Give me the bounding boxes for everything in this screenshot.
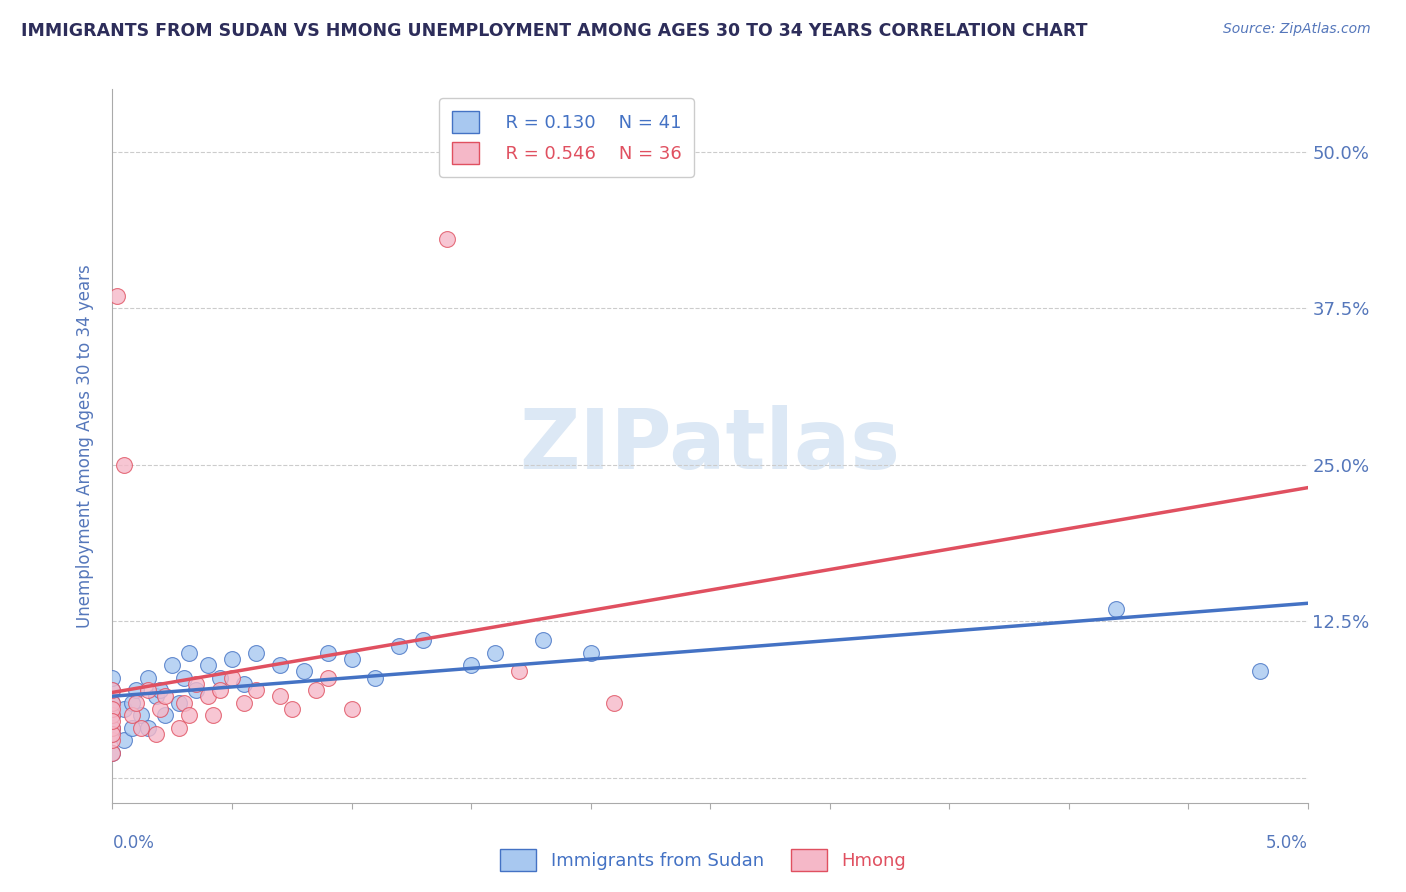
Point: [484, 646, 506, 660]
Point: [101, 727, 124, 741]
Point: [412, 633, 434, 648]
Point: [340, 652, 363, 666]
Point: [173, 696, 195, 710]
Point: [221, 671, 243, 685]
Point: [101, 683, 124, 698]
Point: [153, 708, 176, 723]
Point: [436, 232, 458, 246]
Point: [169, 696, 191, 710]
Point: [101, 746, 124, 760]
Text: ZIPatlas: ZIPatlas: [520, 406, 900, 486]
Point: [149, 702, 172, 716]
Point: [145, 690, 167, 704]
Point: [173, 671, 195, 685]
Point: [129, 708, 152, 723]
Point: [233, 696, 256, 710]
Point: [101, 733, 124, 747]
Point: [388, 640, 411, 654]
Point: [101, 727, 124, 741]
Point: [233, 677, 256, 691]
Point: [101, 708, 124, 723]
Point: [186, 677, 208, 691]
Point: [101, 721, 124, 735]
Point: [316, 671, 339, 685]
Point: [114, 458, 135, 472]
Point: [201, 708, 224, 723]
Point: [460, 658, 482, 673]
Point: [177, 708, 200, 723]
Point: [114, 733, 135, 747]
Point: [1105, 601, 1128, 615]
Point: [292, 665, 315, 679]
Point: [186, 683, 208, 698]
Point: [153, 690, 176, 704]
Legend: Immigrants from Sudan, Hmong: Immigrants from Sudan, Hmong: [492, 842, 914, 879]
Point: [209, 671, 232, 685]
Point: [269, 690, 291, 704]
Point: [221, 652, 243, 666]
Point: [508, 665, 530, 679]
Point: [305, 683, 328, 698]
Point: [531, 633, 554, 648]
Point: [162, 658, 183, 673]
Point: [101, 746, 124, 760]
Point: [114, 702, 135, 716]
Point: [138, 721, 160, 735]
Point: [316, 646, 339, 660]
Point: [101, 721, 124, 735]
Point: [138, 683, 160, 698]
Text: IMMIGRANTS FROM SUDAN VS HMONG UNEMPLOYMENT AMONG AGES 30 TO 34 YEARS CORRELATIO: IMMIGRANTS FROM SUDAN VS HMONG UNEMPLOYM…: [21, 22, 1088, 40]
Point: [209, 683, 232, 698]
Point: [121, 721, 143, 735]
Point: [101, 696, 124, 710]
Point: [101, 683, 124, 698]
Point: [177, 646, 200, 660]
Point: [269, 658, 291, 673]
Point: [149, 683, 172, 698]
Point: [579, 646, 602, 660]
Point: [197, 658, 219, 673]
Point: [138, 671, 160, 685]
Point: [101, 671, 124, 685]
Text: Source: ZipAtlas.com: Source: ZipAtlas.com: [1223, 22, 1371, 37]
Y-axis label: Unemployment Among Ages 30 to 34 years: Unemployment Among Ages 30 to 34 years: [76, 264, 94, 628]
Point: [101, 702, 124, 716]
Point: [101, 708, 124, 723]
Point: [105, 289, 128, 303]
Point: [101, 714, 124, 729]
Point: [197, 690, 219, 704]
Point: [125, 696, 148, 710]
Point: [603, 696, 626, 710]
Point: [245, 683, 267, 698]
Point: [340, 702, 363, 716]
Point: [1249, 665, 1271, 679]
Point: [169, 721, 191, 735]
Point: [129, 721, 152, 735]
Point: [245, 646, 267, 660]
Point: [145, 727, 167, 741]
Text: 0.0%: 0.0%: [112, 834, 155, 852]
Point: [125, 683, 148, 698]
Point: [121, 696, 143, 710]
Legend:   R = 0.130    N = 41,   R = 0.546    N = 36: R = 0.130 N = 41, R = 0.546 N = 36: [439, 98, 695, 177]
Point: [364, 671, 387, 685]
Text: 5.0%: 5.0%: [1265, 834, 1308, 852]
Point: [101, 696, 124, 710]
Point: [121, 708, 143, 723]
Point: [281, 702, 304, 716]
